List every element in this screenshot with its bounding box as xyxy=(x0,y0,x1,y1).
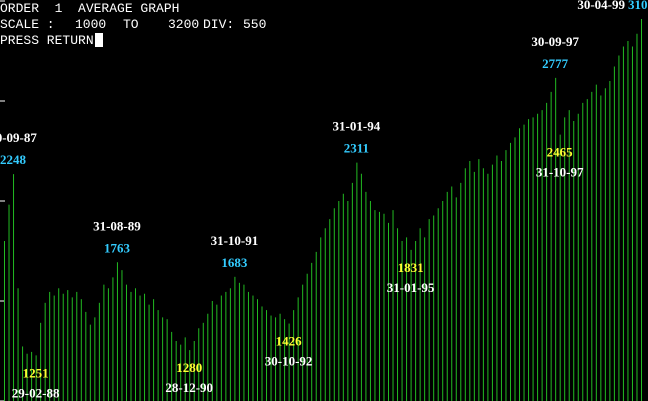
date-label: 31-10-91 xyxy=(211,233,259,248)
value-label: 1251 xyxy=(23,365,49,380)
value-label: 2311 xyxy=(344,141,369,156)
date-label: 29-02-88 xyxy=(12,385,60,400)
value-label: 2777 xyxy=(542,56,569,71)
value-label: 2248 xyxy=(0,152,27,167)
value-label: 1763 xyxy=(104,240,131,255)
date-label: 31-08-89 xyxy=(93,218,141,233)
prompt: PRESS RETURN xyxy=(0,33,94,48)
div-label: DIV: xyxy=(203,17,234,32)
div-value: 550 xyxy=(243,17,266,32)
date-label: 31-01-94 xyxy=(333,119,381,134)
scale-max: 3200 xyxy=(168,17,199,32)
date-label: 28-12-90 xyxy=(165,380,213,395)
value-label: 3101 xyxy=(628,0,648,12)
value-label: 1280 xyxy=(176,360,202,375)
value-label: 1426 xyxy=(276,334,303,349)
date-label: 30-09-87 xyxy=(0,130,37,145)
value-label: 2465 xyxy=(547,145,574,160)
date-label: 30-09-97 xyxy=(531,34,579,49)
date-label: 31-10-97 xyxy=(536,165,584,180)
scale-label: SCALE : xyxy=(0,17,55,32)
scale-min: 1000 xyxy=(75,17,106,32)
value-label: 1831 xyxy=(398,260,424,275)
value-label: 1683 xyxy=(221,255,248,270)
date-label: 30-04-99 xyxy=(577,0,625,12)
chart-title: ORDER 1 AVERAGE GRAPH xyxy=(0,1,179,16)
date-label: 31-01-95 xyxy=(387,280,435,295)
date-label: 30-10-92 xyxy=(265,354,313,369)
cursor xyxy=(95,33,103,47)
to-label: TO xyxy=(123,17,139,32)
